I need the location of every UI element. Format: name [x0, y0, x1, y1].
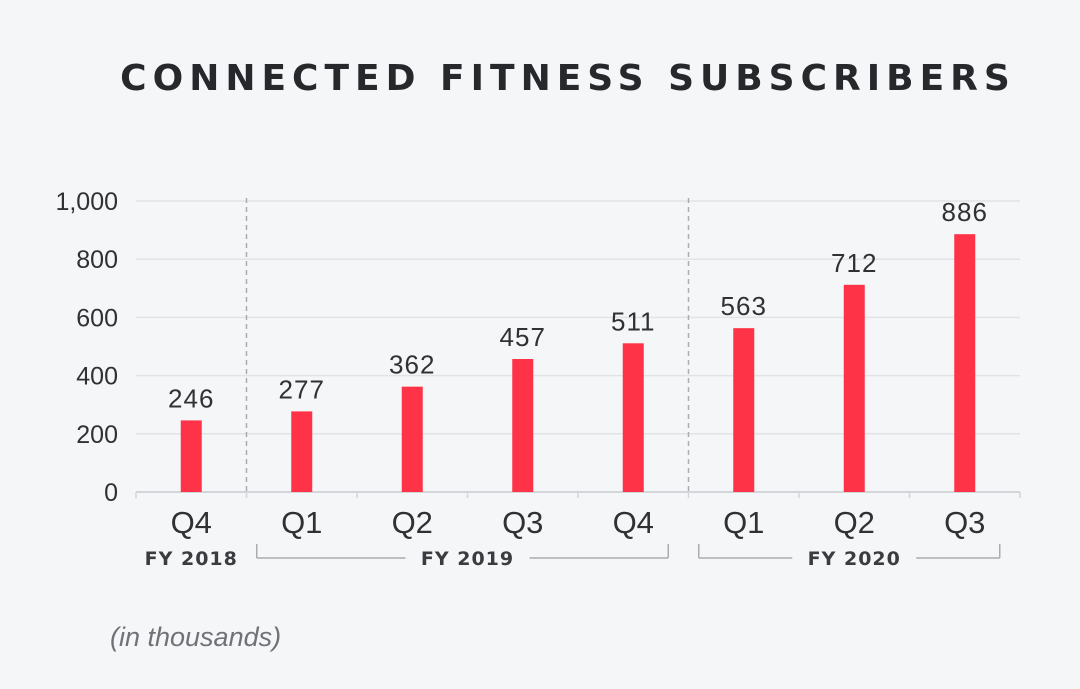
data-label: 362: [389, 350, 435, 380]
data-label: 246: [168, 383, 214, 413]
fiscal-year-dividers: [245, 198, 690, 492]
x-tick-label: Q2: [834, 505, 875, 540]
chart-title: CONNECTED FITNESS SUBSCRIBERS: [120, 58, 1016, 99]
data-label: 712: [831, 248, 877, 278]
value-labels: 246 277 362 457 511 563 712 886: [168, 197, 988, 413]
units-footnote: (in thousands): [110, 622, 281, 652]
bar: [291, 411, 313, 492]
data-label: 886: [942, 197, 988, 227]
bar: [622, 343, 644, 492]
y-tick-label: 800: [76, 246, 118, 274]
bar: [401, 386, 423, 492]
y-tick-label: 1,000: [55, 188, 118, 216]
fiscal-year-label: FY 2019: [421, 548, 514, 570]
x-tick-label: Q3: [502, 505, 543, 540]
y-tick-label: 200: [76, 421, 118, 449]
y-tick-label: 600: [76, 304, 118, 332]
data-label: 511: [611, 306, 655, 336]
bar: [180, 420, 202, 492]
data-label: 457: [500, 322, 546, 352]
x-tick-label: Q1: [281, 505, 322, 540]
grid-lines: [135, 200, 1021, 498]
bar: [843, 284, 865, 492]
x-tick-label: Q2: [392, 505, 433, 540]
data-label: 277: [279, 374, 325, 404]
y-axis-tick-labels: 0 200 400 600 800 1,000: [55, 188, 118, 507]
x-tick-label: Q4: [613, 505, 654, 540]
y-tick-label: 0: [104, 479, 118, 507]
y-tick-label: 400: [76, 363, 118, 391]
fiscal-year-labels: FY 2018 FY 2019 FY 2020: [145, 544, 1001, 570]
bar: [733, 328, 755, 492]
fiscal-year-label: FY 2018: [145, 548, 238, 570]
bar: [512, 359, 534, 492]
x-tick-label: Q1: [723, 505, 764, 540]
fiscal-year-label: FY 2020: [808, 548, 901, 570]
bar: [954, 234, 976, 492]
x-tick-label: Q4: [171, 505, 212, 540]
bars: [180, 234, 976, 492]
data-label: 563: [721, 291, 767, 321]
x-tick-label: Q3: [944, 505, 985, 540]
x-axis-tick-labels: Q4 Q1 Q2 Q3 Q4 Q1 Q2 Q3: [171, 505, 986, 540]
